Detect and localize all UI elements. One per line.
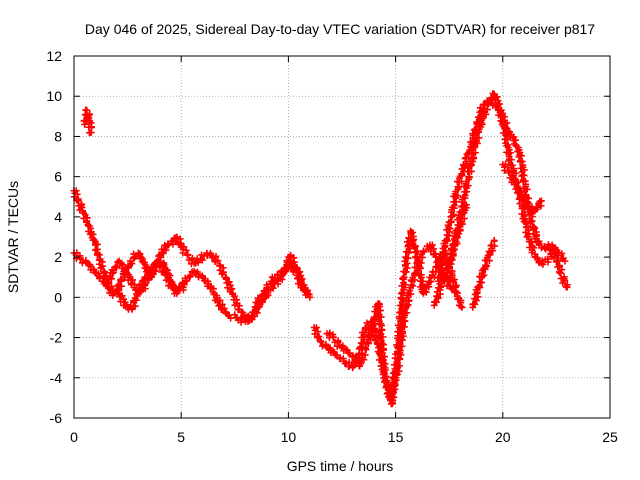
trace-fill-markers xyxy=(103,258,187,298)
x-tick-label: 20 xyxy=(495,429,511,445)
trace-2 xyxy=(80,106,95,137)
trace-13 xyxy=(499,161,545,215)
y-tick-label: -2 xyxy=(50,330,63,346)
x-tick-label: 15 xyxy=(388,429,404,445)
trace-7 xyxy=(248,251,312,323)
y-tick-label: -6 xyxy=(50,410,63,426)
trace-fill-markers xyxy=(249,252,312,321)
y-tick-label: 8 xyxy=(54,128,62,144)
trace-fill-markers xyxy=(80,106,95,137)
y-tick-label: 6 xyxy=(54,169,62,185)
trace-11 xyxy=(445,90,569,271)
y-tick-label: 2 xyxy=(54,249,62,265)
trace-12 xyxy=(469,237,498,311)
y-tick-label: 0 xyxy=(54,289,62,305)
y-tick-label: 10 xyxy=(46,88,62,104)
trace-1 xyxy=(70,249,181,313)
trace-fill-markers xyxy=(325,228,460,408)
trace-fill-markers xyxy=(175,268,256,326)
x-axis-label: GPS time / hours xyxy=(287,458,394,474)
y-tick-label: 12 xyxy=(46,48,62,64)
axis-ticks: 0 5 10 15 20 25 -6 -4 -2 0 2 4 6 8 10 12 xyxy=(46,48,618,445)
series-sdtvar xyxy=(70,90,571,408)
y-axis-label: SDTVAR / TECUs xyxy=(5,181,21,293)
trace-fill-markers xyxy=(501,161,545,215)
x-tick-label: 5 xyxy=(177,429,185,445)
y-tick-label: -4 xyxy=(50,370,63,386)
x-tick-label: 10 xyxy=(281,429,297,445)
trace-fill-markers xyxy=(72,249,180,313)
trace-10 xyxy=(434,96,571,291)
y-tick-label: 4 xyxy=(54,209,62,225)
x-tick-label: 0 xyxy=(70,429,78,445)
plot-frame xyxy=(73,55,611,419)
x-tick-label: 25 xyxy=(602,429,618,445)
trace-3 xyxy=(102,257,187,298)
trace-fill-markers xyxy=(469,237,498,308)
data-points xyxy=(70,90,571,408)
trace-14 xyxy=(430,201,470,309)
trace-fill-markers xyxy=(434,97,571,291)
chart-title: Day 046 of 2025, Sidereal Day-to-day VTE… xyxy=(85,21,595,37)
trace-fill-markers xyxy=(445,90,567,268)
trace-4 xyxy=(177,243,256,324)
trace-fill-markers xyxy=(431,202,470,306)
trace-fill-markers xyxy=(179,243,253,324)
